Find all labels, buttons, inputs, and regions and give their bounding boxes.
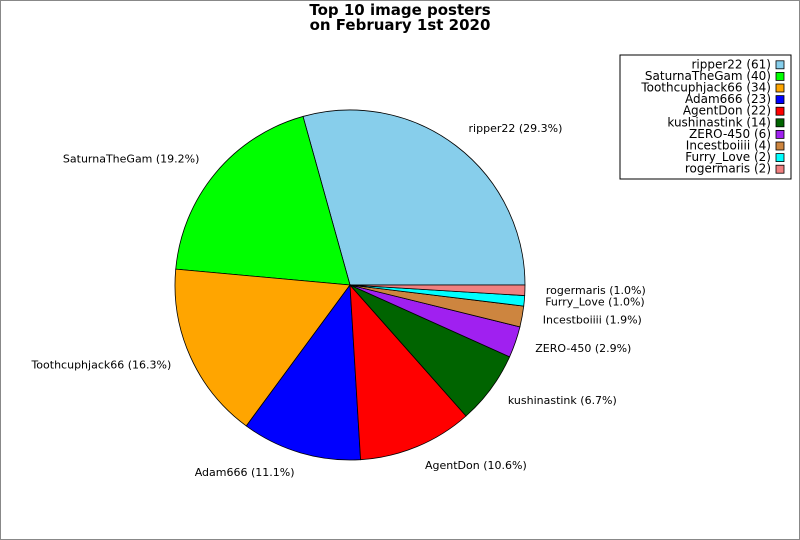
chart-title-line-2: on February 1st 2020 bbox=[309, 16, 491, 34]
legend-label-toothcuphjack66: Toothcuphjack66 (34) bbox=[640, 81, 771, 95]
legend-label-ripper22: ripper22 (61) bbox=[691, 57, 771, 71]
legend: ripper22 (61)SaturnaTheGam (40)Toothcuph… bbox=[619, 54, 792, 180]
slice-label-zero-450: ZERO-450 (2.9%) bbox=[535, 342, 631, 355]
legend-swatch-toothcuphjack66 bbox=[775, 83, 785, 93]
chart-title-line-1: Top 10 image posters bbox=[309, 1, 491, 19]
pie-slice-adam666 bbox=[245, 283, 361, 461]
pie-slice-ripper22 bbox=[302, 109, 526, 286]
legend-swatch-furry-love bbox=[775, 153, 785, 163]
slice-label-rogermaris: rogermaris (1.0%) bbox=[546, 284, 646, 297]
pie-slice-agentdon bbox=[349, 283, 467, 461]
legend-label-agentdon: AgentDon (22) bbox=[683, 104, 771, 118]
chart-title: Top 10 image posters on February 1st 202… bbox=[0, 3, 800, 33]
legend-box bbox=[619, 54, 792, 180]
legend-label-incestboiiii: Incestboiiii (4) bbox=[686, 139, 771, 153]
slice-label-ripper22: ripper22 (29.3%) bbox=[469, 122, 563, 135]
legend-swatch-incestboiiii bbox=[775, 141, 785, 151]
legend-swatch-rogermaris bbox=[775, 164, 785, 174]
slice-label-incestboiiii: Incestboiiii (1.9%) bbox=[543, 313, 642, 326]
slice-label-agentdon: AgentDon (10.6%) bbox=[425, 459, 527, 472]
legend-swatch-agentdon bbox=[775, 106, 785, 116]
legend-label-adam666: Adam666 (23) bbox=[685, 92, 771, 106]
legend-label-saturnathegam: SaturnaTheGam (40) bbox=[645, 69, 771, 83]
pie-slice-saturnathegam bbox=[175, 115, 351, 286]
legend-label-zero-450: ZERO-450 (6) bbox=[689, 127, 771, 141]
legend-swatch-saturnathegam bbox=[775, 72, 785, 81]
pie-slice-toothcuphjack66 bbox=[174, 268, 351, 427]
pie-labels: ripper22 (29.3%) SaturnaTheGam (19.2%) Too… bbox=[30, 122, 645, 479]
legend-swatch-adam666 bbox=[775, 95, 785, 104]
legend-label-kushinastink: kushinastink (14) bbox=[667, 115, 771, 129]
legend-swatch-zero-450 bbox=[775, 129, 785, 139]
slice-label-furry-love: Furry_Love (1.0%) bbox=[545, 296, 645, 309]
pie-slice-rogermaris bbox=[349, 284, 526, 296]
pie-slices bbox=[174, 109, 526, 461]
slice-label-adam666: Adam666 (11.1%) bbox=[195, 466, 295, 479]
slice-label-saturnathegam: SaturnaTheGam (19.2%) bbox=[63, 153, 200, 166]
slice-label-kushinastink: kushinastink (6.7%) bbox=[508, 394, 617, 407]
legend-label-furry-love: Furry_Love (2) bbox=[685, 150, 771, 164]
legend-swatch-ripper22 bbox=[775, 60, 785, 70]
legend-label-rogermaris: rogermaris (2) bbox=[685, 162, 771, 176]
slice-label-toothcuphjack66: Toothcuphjack66 (16.3%) bbox=[30, 358, 171, 371]
legend-swatch-kushinastink bbox=[775, 118, 785, 128]
